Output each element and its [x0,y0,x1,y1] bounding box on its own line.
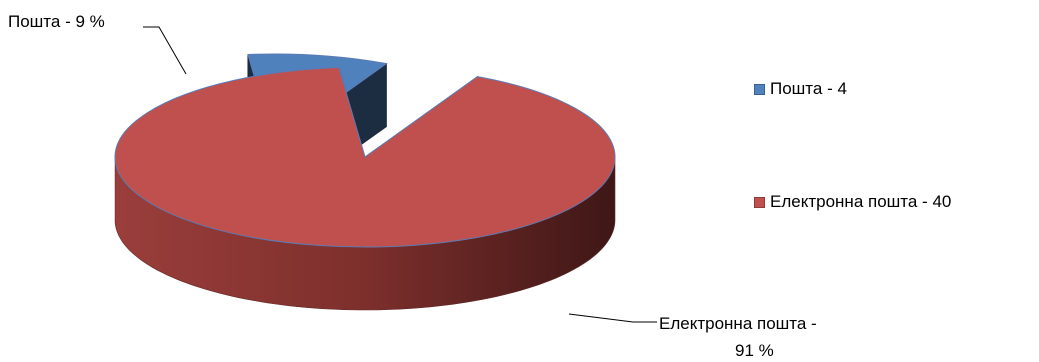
pie-slices [114,53,616,311]
legend-label-email: Електронна пошта - 40 [770,192,952,211]
legend-swatch-poshta [754,83,765,95]
legend-item-email: Електронна пошта - 40 [754,192,951,212]
chart-legend: Пошта - 4 Електронна пошта - 40 [754,70,1039,230]
legend-item-poshta: Пошта - 4 [754,79,847,99]
leader-line-poshta [143,26,187,75]
data-label-poshta: Пошта - 9 % [8,12,105,31]
data-label-email-line2: 91 % [735,341,774,360]
data-labels: Пошта - 9 % Електронна пошта - 91 % [8,12,817,360]
pie-slice-email [114,66,616,311]
data-label-email-line1: Електронна пошта - [659,314,817,333]
leader-line-email [568,313,657,323]
legend-label-poshta: Пошта - 4 [770,79,847,98]
legend-swatch-email [754,196,765,208]
leader-lines [143,26,657,323]
pie-slice-email-top [114,66,616,248]
